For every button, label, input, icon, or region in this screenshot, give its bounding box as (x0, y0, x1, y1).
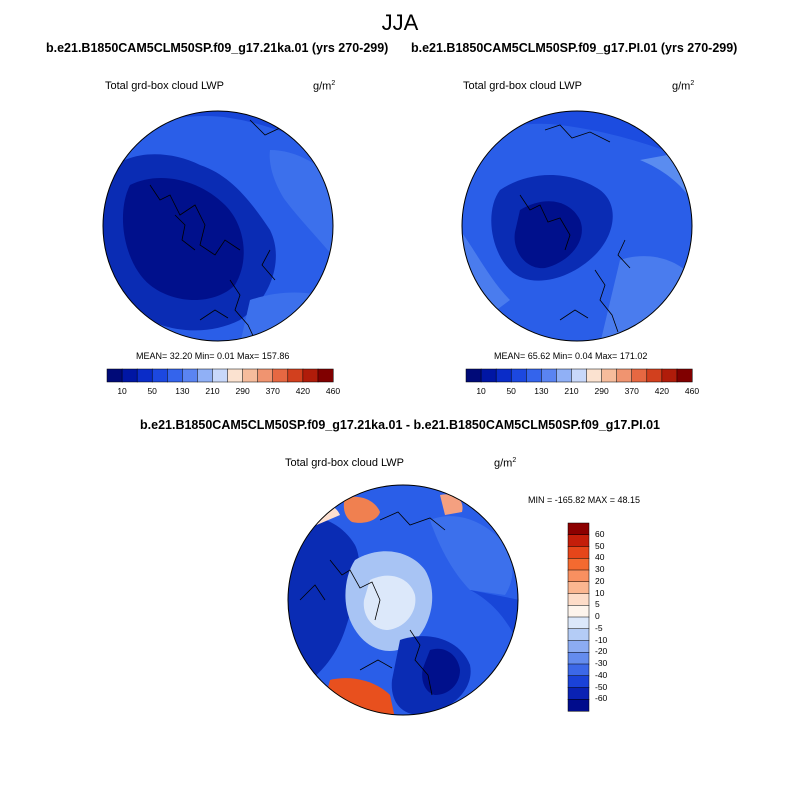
colorbar-swatch (541, 368, 557, 383)
colorbar-swatch (197, 368, 214, 383)
colorbar-tick-label: 50 (506, 386, 516, 396)
colorbar-swatch (287, 368, 304, 383)
colorbar-swatch (121, 368, 138, 383)
colorbar-tick-label: -40 (595, 669, 608, 680)
top-left-variable-label: Total grd-box cloud LWP (105, 80, 225, 92)
colorbar-swatch (567, 546, 590, 559)
colorbar-tick-label: 460 (684, 386, 700, 396)
colorbar-swatch (510, 368, 527, 383)
colorbar-swatch (567, 616, 590, 630)
colorbar-swatch (556, 368, 573, 383)
top-left-colorbar (106, 368, 334, 383)
colorbar-swatch (567, 569, 590, 583)
colorbar-tick-label: 370 (265, 386, 280, 396)
top-left-case-title: b.e21.B1850CAM5CLM50SP.f09_g17.21ka.01 (… (46, 41, 389, 55)
colorbar-swatch (571, 368, 588, 383)
colorbar-swatch (616, 368, 633, 383)
season-title: JJA (381, 10, 419, 35)
colorbar-tick-label: 130 (175, 386, 190, 396)
colorbar-tick-label: 10 (476, 386, 486, 396)
colorbar-swatch (495, 368, 512, 383)
colorbar-tick-label: -20 (595, 646, 608, 657)
colorbar-tick-label: -5 (595, 622, 603, 633)
colorbar-swatch (567, 534, 590, 548)
colorbar-swatch (567, 593, 590, 606)
diff-stats: MIN = -165.82 MAX = 48.15 (528, 495, 641, 505)
colorbar-tick-label: -10 (595, 634, 608, 645)
colorbar-swatch (227, 368, 244, 383)
diff-variable-label: Total grd-box cloud LWP (285, 457, 405, 469)
colorbar-tick-label: 370 (624, 386, 639, 396)
colorbar-swatch (586, 368, 603, 383)
colorbar-tick-label: 10 (117, 386, 127, 396)
top-left-stats: MEAN= 32.20 Min= 0.01 Max= 157.86 (136, 351, 290, 361)
top-right-units: g/m2 (672, 80, 695, 93)
colorbar-swatch (567, 628, 590, 642)
colorbar-swatch (567, 581, 590, 595)
colorbar-swatch (661, 368, 678, 383)
colorbar-tick-label: -60 (595, 693, 608, 704)
colorbar-swatch (182, 368, 198, 383)
colorbar-swatch (106, 368, 123, 383)
diff-colorbar (567, 522, 590, 712)
colorbar-swatch (136, 368, 153, 383)
colorbar-swatch (212, 368, 229, 383)
colorbar-tick-label: 130 (534, 386, 549, 396)
colorbar-swatch (567, 640, 590, 653)
colorbar-tick-label: 50 (147, 386, 157, 396)
colorbar-swatch (480, 368, 497, 383)
top-right-case-title: b.e21.B1850CAM5CLM50SP.f09_g17.PI.01 (yr… (411, 41, 738, 55)
colorbar-swatch (567, 558, 590, 571)
colorbar-swatch (601, 368, 618, 383)
colorbar-swatch (567, 687, 590, 700)
colorbar-tick-label: 210 (564, 386, 579, 396)
colorbar-swatch (567, 522, 590, 536)
colorbar-swatch (567, 675, 590, 689)
colorbar-swatch (465, 368, 482, 383)
colorbar-swatch (151, 368, 168, 383)
diff-case-title: b.e21.B1850CAM5CLM50SP.f09_g17.21ka.01 -… (140, 418, 660, 432)
colorbar-swatch (631, 368, 648, 383)
colorbar-tick-label: 20 (595, 575, 605, 586)
colorbar-tick-label: -50 (595, 681, 608, 692)
colorbar-swatch (646, 368, 663, 383)
colorbar-swatch (302, 368, 319, 383)
map-21ka (102, 110, 334, 342)
colorbar-tick-label: 50 (595, 540, 605, 551)
colorbar-swatch (272, 368, 289, 383)
map-pi (461, 110, 693, 342)
colorbar-tick-label: 290 (594, 386, 609, 396)
map-difference (287, 484, 519, 716)
colorbar-swatch (567, 652, 590, 665)
colorbar-swatch (676, 368, 693, 383)
colorbar-swatch (257, 368, 274, 383)
colorbar-tick-label: -30 (595, 658, 608, 668)
colorbar-swatch (567, 699, 590, 712)
colorbar-swatch (317, 368, 334, 383)
colorbar-swatch (167, 368, 183, 383)
colorbar-tick-label: 290 (235, 386, 250, 396)
colorbar-tick-label: 0 (595, 611, 600, 621)
colorbar-swatch (526, 368, 542, 383)
top-right-stats: MEAN= 65.62 Min= 0.04 Max= 171.02 (494, 351, 648, 361)
colorbar-tick-label: 60 (595, 528, 605, 539)
colorbar-tick-label: 40 (595, 552, 605, 563)
colorbar-swatch (567, 663, 590, 677)
top-left-units: g/m2 (313, 80, 336, 93)
diff-units: g/m2 (494, 457, 517, 470)
top-right-colorbar (465, 368, 693, 383)
colorbar-tick-label: 420 (654, 386, 669, 396)
colorbar-tick-label: 210 (205, 386, 220, 396)
colorbar-tick-label: 30 (595, 564, 605, 574)
colorbar-tick-label: 5 (595, 599, 600, 610)
colorbar-tick-label: 460 (325, 386, 341, 396)
colorbar-swatch (567, 605, 590, 618)
colorbar-swatch (242, 368, 259, 383)
colorbar-tick-label: 10 (595, 587, 605, 598)
colorbar-tick-label: 420 (295, 386, 310, 396)
top-right-variable-label: Total grd-box cloud LWP (463, 80, 583, 92)
